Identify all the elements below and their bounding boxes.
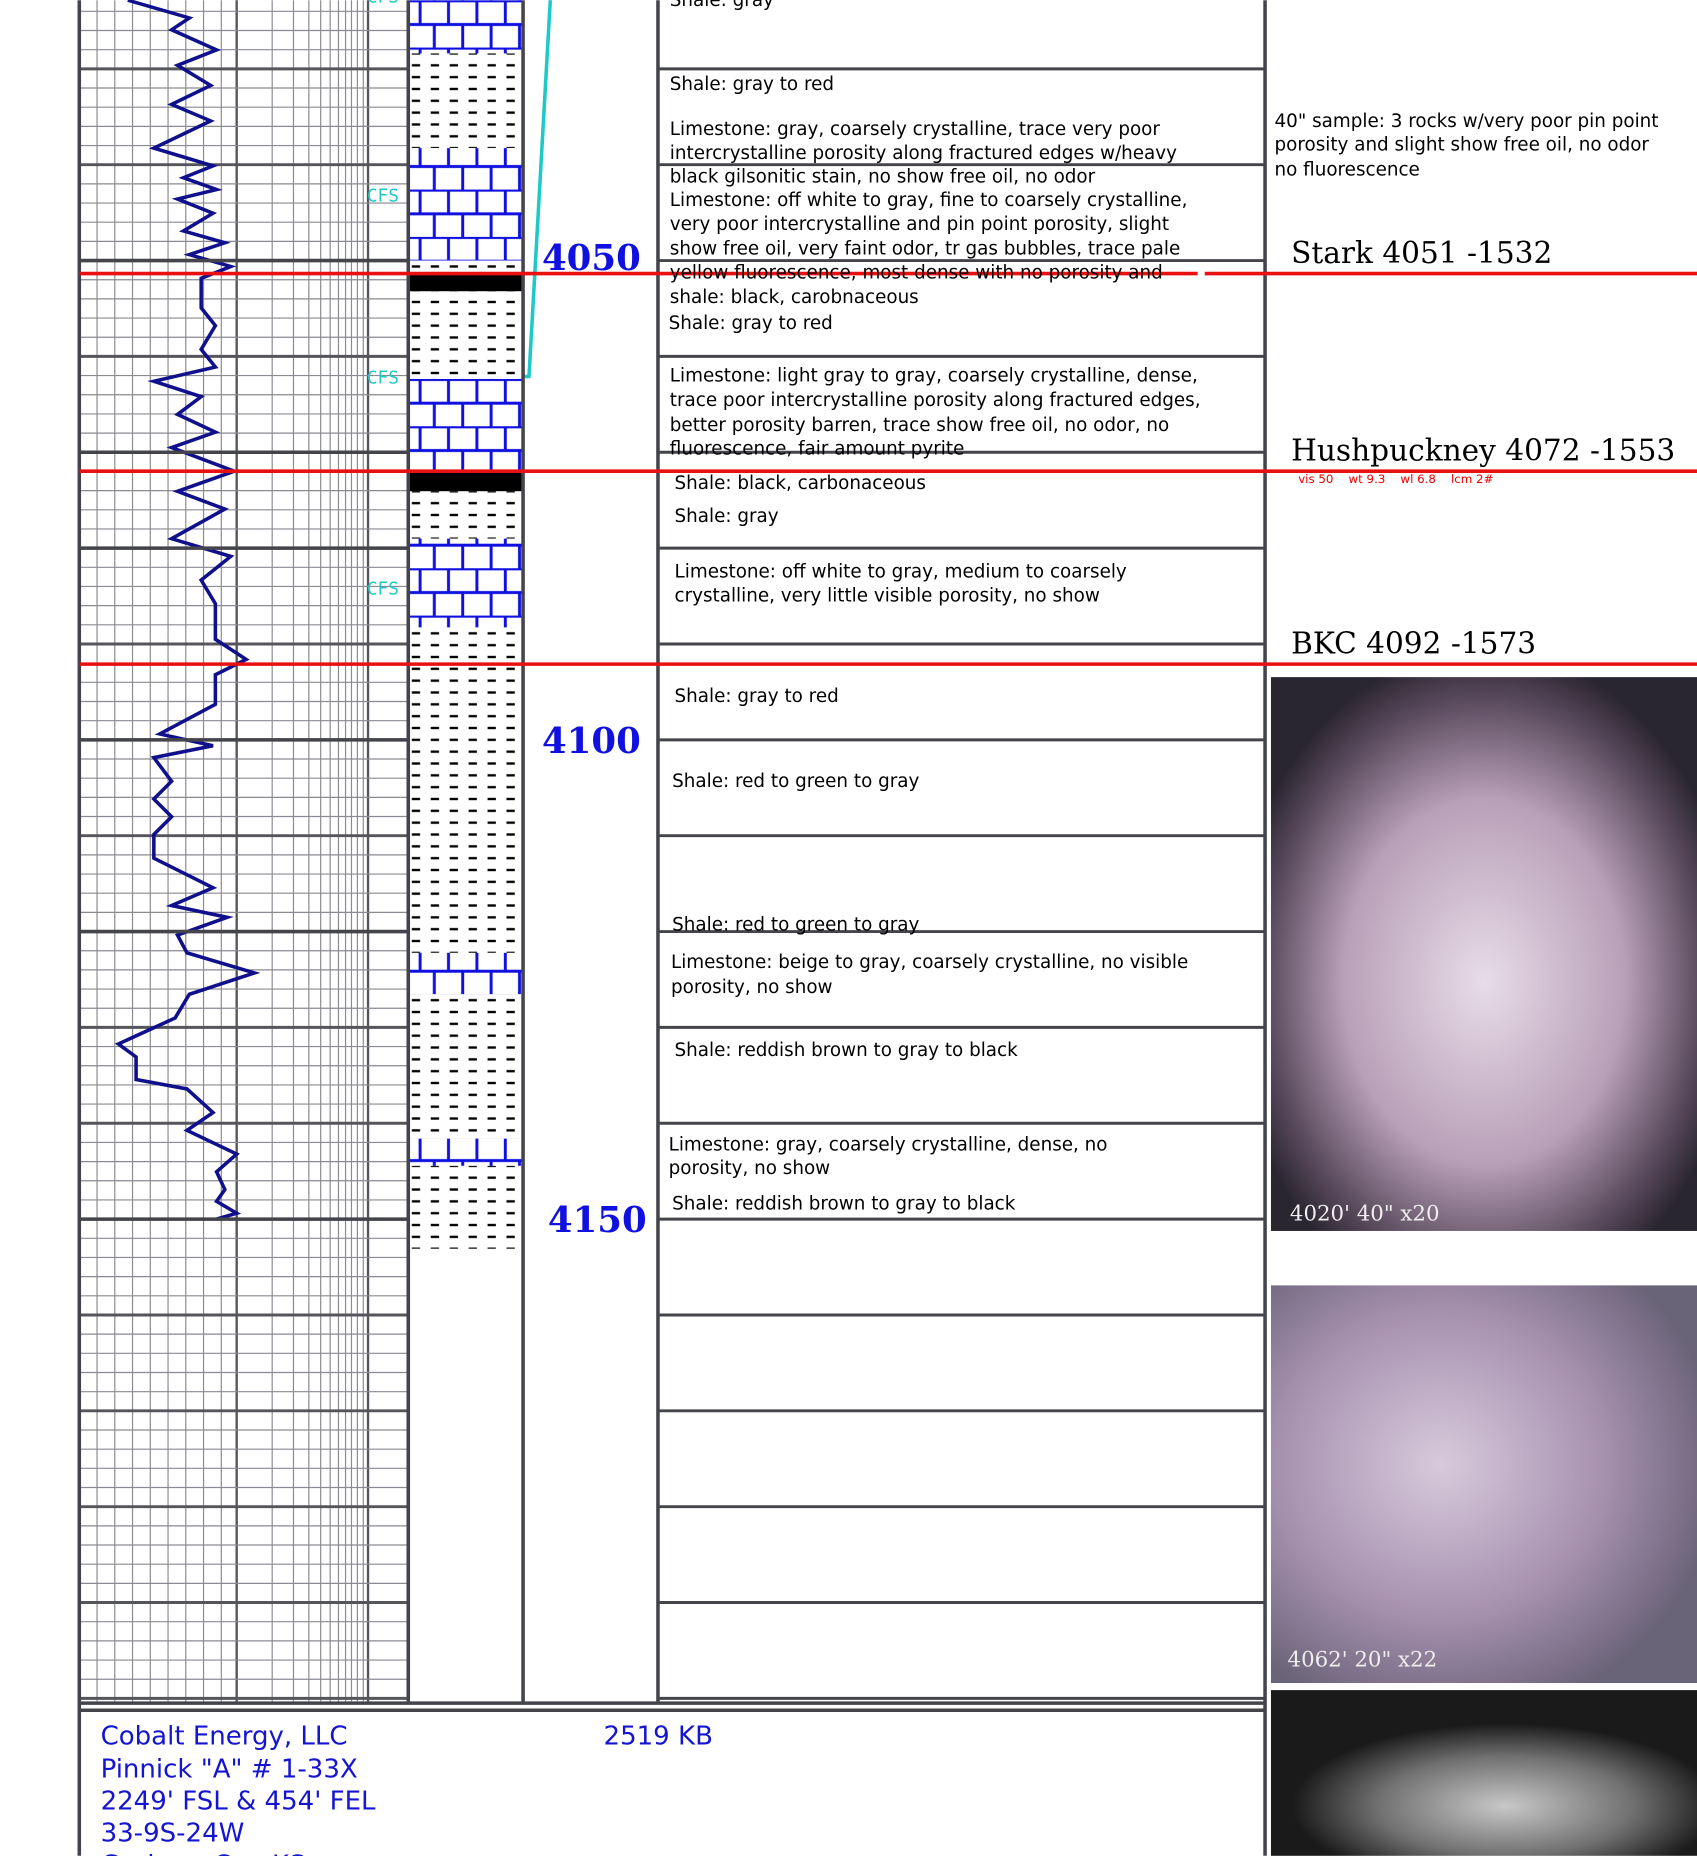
formation-top: Hushpuckney 4072 -1553: [1291, 434, 1675, 468]
lithology-band: [409, 1165, 522, 1249]
description: yellow fluorescence, most dense with no …: [670, 262, 1163, 283]
description: Limestone: off white to gray, medium to …: [675, 562, 1127, 583]
description: trace poor intercrystalline porosity alo…: [670, 390, 1201, 411]
description: Shale: gray to red: [675, 686, 839, 707]
cfs-label: CFS: [367, 186, 399, 206]
well-info: Graham Co., KS: [101, 1851, 306, 1856]
description: Shale: gray to red: [669, 313, 833, 334]
lithology-band: [409, 53, 522, 149]
depth-label: 4050: [542, 238, 641, 279]
elevation: 2519 KB: [604, 1722, 713, 1752]
description: Limestone: off white to gray, fine to co…: [670, 190, 1188, 211]
cfs-label: CFS: [367, 369, 399, 389]
description: intercrystalline porosity along fracture…: [670, 143, 1177, 164]
sample-note: 40" sample: 3 rocks w/very poor pin poin…: [1275, 111, 1659, 132]
lithology-band: [409, 491, 522, 539]
description: fluorescence, fair amount pyrite: [670, 439, 965, 460]
depth-label: 4100: [542, 721, 641, 762]
description: shale: black, carobnaceous: [670, 287, 919, 308]
lithology-band: [409, 952, 522, 995]
lithology-band: [409, 994, 522, 1139]
description: porosity, no show: [671, 977, 833, 998]
lithology-band: [409, 471, 522, 492]
depth-label: 4150: [548, 1200, 647, 1241]
sample-note: porosity and slight show free oil, no od…: [1275, 135, 1650, 156]
description: Shale: reddish brown to gray to black: [675, 1040, 1019, 1061]
description: Shale: red to green to gray: [672, 771, 919, 792]
lithology-band: [409, 538, 522, 628]
lithology-band: [409, 627, 522, 953]
lithology-band: [409, 260, 522, 275]
description-rows: [79, 67, 1266, 1700]
cyan-curve: [523, 0, 553, 379]
description: Limestone: gray, coarsely crystalline, d…: [669, 1134, 1108, 1155]
lithology-column: [409, 0, 522, 1249]
description: show free oil, very faint odor, tr gas b…: [670, 239, 1180, 260]
description: porosity, no show: [669, 1158, 831, 1179]
cfs-label: CFS: [367, 0, 399, 8]
sample-photo: [1270, 1690, 1697, 1856]
formation-top: Stark 4051 -1532: [1291, 236, 1552, 270]
well-info: 33-9S-24W: [101, 1819, 245, 1849]
cfs-label: CFS: [367, 579, 399, 599]
lithology-band: [409, 291, 522, 379]
track-borders: [77, 0, 1267, 1856]
sample-photo: [1270, 677, 1697, 1231]
description: Shale: gray: [675, 506, 779, 527]
gamma-ray-curve: [114, 0, 261, 1221]
description: very poor intercrystalline and pin point…: [670, 214, 1169, 235]
lithology-band: [409, 148, 522, 261]
description: better porosity barren, trace show free …: [670, 415, 1169, 436]
description: crystalline, very little visible porosit…: [675, 585, 1100, 606]
sample-note: no fluorescence: [1275, 159, 1420, 180]
formation-top-lines: [79, 271, 1697, 666]
lithology-band: [409, 0, 522, 54]
description: Shale: gray: [670, 0, 774, 11]
formation-top: BKC 4092 -1573: [1291, 626, 1536, 660]
description: Shale: gray to red: [670, 74, 834, 95]
description: Shale: black, carbonaceous: [675, 473, 926, 494]
well-info: Cobalt Energy, LLC: [101, 1722, 348, 1752]
description: Shale: red to green to gray: [672, 914, 919, 935]
photo-caption: 4062' 20" x22: [1288, 1647, 1438, 1672]
well-info: 2249' FSL & 454' FEL: [101, 1787, 376, 1817]
description: Limestone: gray, coarsely crystalline, t…: [670, 119, 1161, 140]
description: Shale: reddish brown to gray to black: [672, 1194, 1016, 1215]
description: black gilsonitic stain, no show free oil…: [670, 166, 1096, 187]
well-info: Pinnick "A" # 1-33X: [101, 1755, 358, 1785]
description: Limestone: light gray to gray, coarsely …: [670, 365, 1198, 386]
description: Limestone: beige to gray, coarsely cryst…: [671, 952, 1188, 973]
photo-caption: 4020' 40" x20: [1290, 1201, 1440, 1226]
mud-properties: vis 50 wt 9.3 wl 6.8 lcm 2#: [1298, 472, 1493, 486]
lithology-band: [409, 1138, 522, 1166]
gamma-track-grid: [79, 0, 409, 1705]
lithology-band: [409, 274, 522, 292]
sample-photo: [1270, 1285, 1697, 1684]
labels: Shale: gray Shale: gray to red Limestone: …: [101, 0, 1676, 1856]
lithology-band: [409, 378, 522, 472]
